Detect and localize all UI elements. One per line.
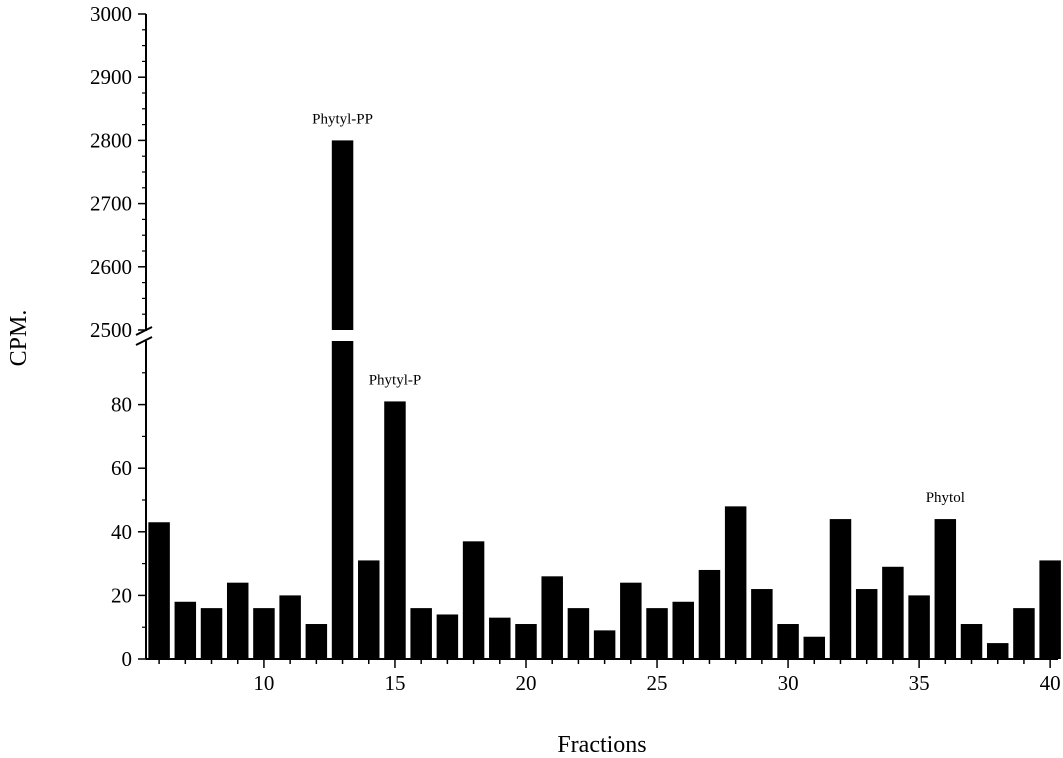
bar-fraction-20	[515, 624, 537, 659]
y-tick-label: 0	[122, 647, 133, 671]
x-axis-title: Fractions	[557, 732, 646, 758]
bar-fraction-12	[305, 624, 328, 659]
labels-group: 0 20 40 60 80 2500 2600 2700 2800 2900 3000 10 15 20 2…	[90, 2, 1061, 695]
bar-fraction-16	[410, 608, 432, 659]
y-tick-label: 60	[111, 456, 132, 480]
bar-fraction-9	[226, 582, 249, 659]
annotation-label: Phytyl-PP	[312, 111, 373, 127]
bar-fraction-30	[777, 624, 799, 659]
bar-fraction-7	[174, 601, 197, 659]
annotation-label: Phytyl-P	[369, 372, 422, 388]
bar-fraction-37	[960, 624, 983, 659]
bar-fraction-24	[620, 582, 642, 659]
bar-fraction-33	[855, 589, 878, 659]
bar-fraction-40	[1039, 560, 1061, 659]
bar-fraction-35	[908, 595, 930, 659]
annotation-label: Phytol	[926, 490, 965, 506]
bar-fraction-26	[672, 601, 694, 659]
bars-group	[148, 140, 1061, 659]
y-axis-title: CPM.	[6, 310, 32, 367]
y-tick-label: 2800	[90, 128, 132, 152]
bar-fraction-32	[829, 519, 852, 659]
bar-fraction-15	[384, 401, 406, 659]
bar-fraction-39	[1013, 608, 1035, 659]
bar-fraction-29	[751, 589, 773, 659]
y-tick-label: 3000	[90, 2, 132, 26]
bar-fraction-13-upper	[331, 140, 354, 330]
y-tick-label: 2900	[90, 65, 132, 89]
bar-fraction-6	[148, 522, 170, 659]
bar-fraction-25	[646, 608, 668, 659]
y-tick-label: 80	[111, 393, 132, 417]
bar-fraction-14	[358, 560, 380, 659]
bar-fraction-8	[200, 608, 223, 659]
bar-fraction-27	[698, 569, 721, 659]
x-tick-label: 35	[909, 671, 930, 695]
bar-fraction-22	[567, 608, 590, 659]
bar-fraction-38	[986, 643, 1009, 659]
bar-fraction-31	[803, 636, 826, 659]
bar-fraction-19	[489, 617, 511, 659]
bar-fraction-10	[253, 608, 275, 659]
x-tick-label: 20	[516, 671, 537, 695]
bar-fraction-28	[724, 506, 747, 659]
x-tick-label: 30	[778, 671, 799, 695]
y-tick-label: 20	[111, 583, 132, 607]
bar-fraction-21	[541, 576, 563, 659]
y-tick-label: 40	[111, 520, 132, 544]
x-tick-label: 25	[647, 671, 668, 695]
y-axis-break-mark	[135, 336, 153, 346]
bar-fraction-34	[882, 566, 904, 659]
bar-fraction-36	[934, 519, 957, 659]
bar-fraction-13-lower	[331, 341, 354, 659]
y-axis-break-mark	[135, 326, 153, 336]
y-tick-label: 2600	[90, 255, 132, 279]
bar-fraction-18	[462, 541, 485, 659]
bar-fraction-11	[279, 595, 301, 659]
bar-fraction-17	[436, 614, 459, 659]
axes-group	[135, 13, 1058, 668]
x-tick-label: 15	[384, 671, 405, 695]
x-tick-label: 10	[253, 671, 274, 695]
bar-fraction-23	[593, 630, 616, 659]
x-tick-label: 40	[1040, 671, 1061, 695]
y-tick-label: 2500	[90, 318, 132, 342]
y-tick-label: 2700	[90, 192, 132, 216]
